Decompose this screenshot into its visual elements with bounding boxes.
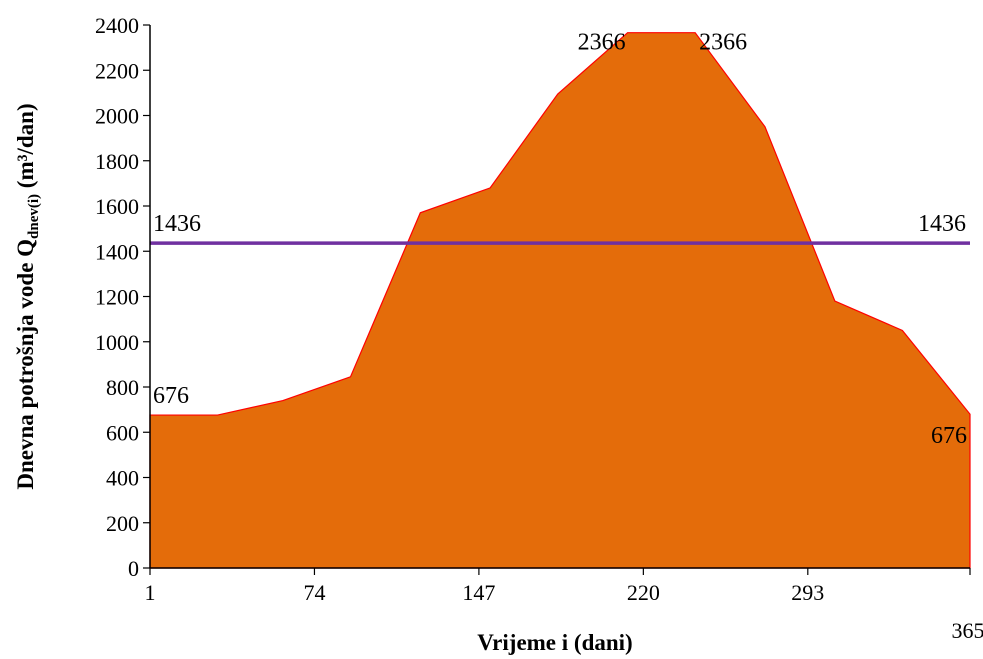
y-tick-label: 600 <box>106 420 139 445</box>
data-label: 1436 <box>153 211 201 237</box>
y-tick-label: 1000 <box>95 330 139 355</box>
y-tick-label: 1200 <box>95 285 139 310</box>
x-tick-label: 293 <box>791 580 824 605</box>
data-label: 676 <box>931 423 967 449</box>
data-label: 2366 <box>578 30 626 56</box>
x-axis-title: Vrijeme i (dani) <box>477 630 632 655</box>
x-tick-label: 74 <box>303 580 325 605</box>
y-axis-title: Dnevna potrošnja vode Qdnev(i) (m³/dan) <box>13 103 42 489</box>
x-tick-label: 220 <box>627 580 660 605</box>
y-tick-label: 0 <box>128 556 139 581</box>
y-tick-label: 1400 <box>95 239 139 264</box>
plot-area <box>149 32 971 569</box>
y-tick-label: 2400 <box>95 13 139 38</box>
y-tick-label: 1800 <box>95 149 139 174</box>
x-tick-label: 1 <box>145 580 156 605</box>
consumption-area <box>149 32 971 569</box>
data-annotations: 676 676 2366 2366 1436 1436 <box>153 30 967 449</box>
y-tick-label: 400 <box>106 466 139 491</box>
x-tick-label: 147 <box>462 580 495 605</box>
y-tick-label: 2200 <box>95 58 139 83</box>
y-axis-title-main: Dnevna potrošnja vode Q <box>13 239 38 490</box>
data-label: 676 <box>153 383 189 409</box>
data-label: 2366 <box>699 30 747 56</box>
y-tick-label: 1600 <box>95 194 139 219</box>
x-axis-ticks: 1 74 147 220 293 365 <box>145 568 983 643</box>
data-label: 1436 <box>918 211 966 237</box>
x-tick-label: 365 <box>952 618 983 643</box>
y-tick-label: 2000 <box>95 104 139 129</box>
y-axis-title-subscript: dnev(i) <box>26 194 42 239</box>
y-tick-label: 200 <box>106 511 139 536</box>
y-tick-label: 800 <box>106 375 139 400</box>
y-axis-title-unit: (m³/dan) <box>13 103 38 188</box>
y-axis-ticks: 0 200 400 600 800 1000 1200 1400 1600 1800 2000 220… <box>95 13 150 581</box>
